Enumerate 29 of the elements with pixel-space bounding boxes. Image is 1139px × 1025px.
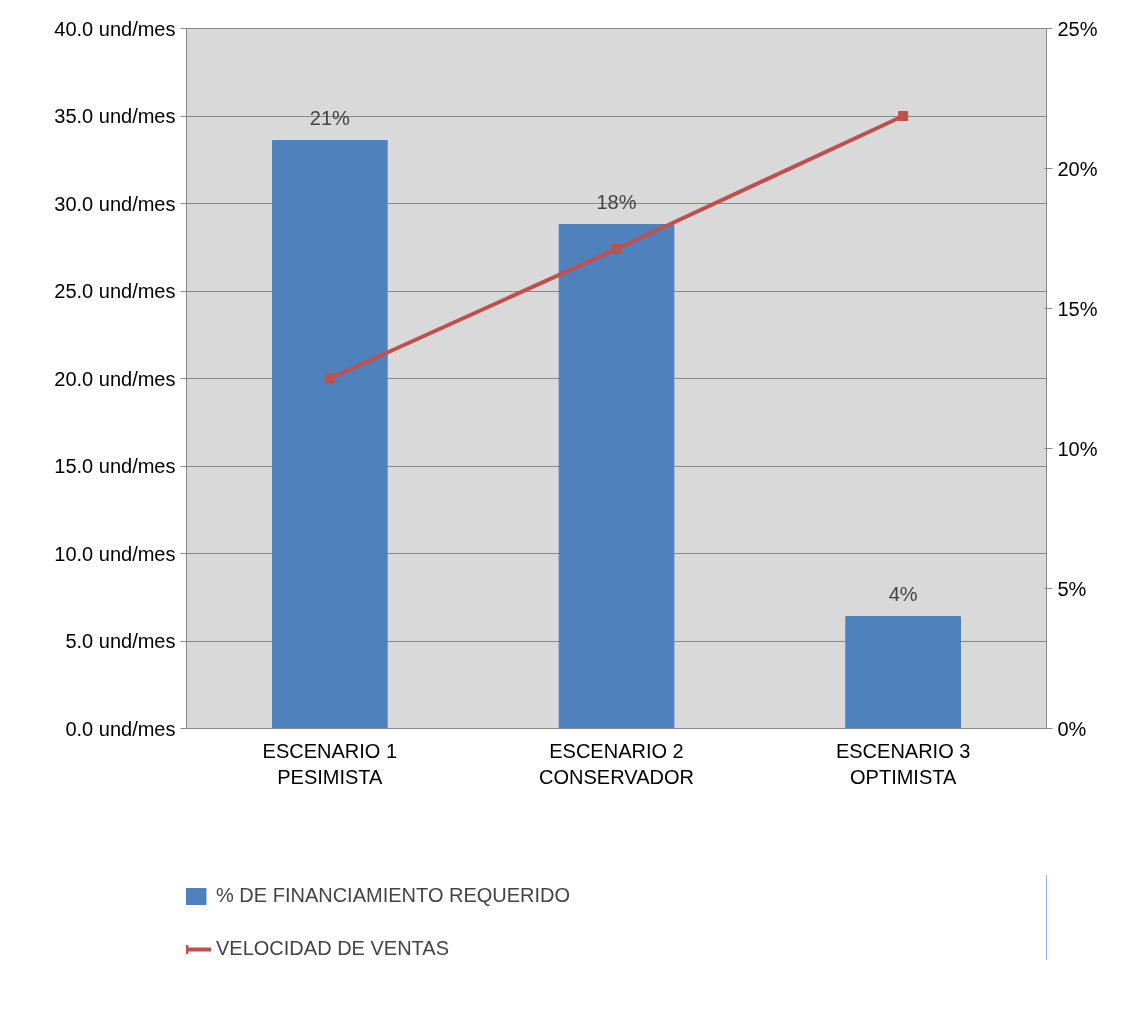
y2-tick-label: 20% <box>1057 157 1098 180</box>
y-tick-label: 40.0 und/mes <box>54 17 176 40</box>
y2-tick-label: 0% <box>1057 717 1087 740</box>
y-tick-label: 10.0 und/mes <box>54 542 176 565</box>
x-tick-label: ESCENARIO 3 OPTIMISTA <box>835 739 971 788</box>
data-label: 18% <box>596 190 637 213</box>
point <box>898 111 909 121</box>
bar <box>845 616 961 729</box>
y-tick-label: 35.0 und/mes <box>54 105 176 127</box>
y-tick-label: 25.0 und/mes <box>54 280 176 302</box>
y-tick-label: 15.0 und/mes <box>54 455 176 477</box>
data-label: 4% <box>888 582 918 605</box>
legend-label: VELOCIDAD DE VENTAS <box>216 937 450 960</box>
y2-tick-label: 25% <box>1057 17 1098 40</box>
point <box>324 373 335 384</box>
bar <box>558 224 675 729</box>
x-tick-label: ESCENARIO 1 PESIMISTA <box>262 739 398 788</box>
y-tick-label: 20.0 und/mes <box>54 367 176 390</box>
y2-tick-label: 5% <box>1057 577 1087 600</box>
y2-tick-label: 15% <box>1057 297 1098 320</box>
y-tick-label: 30.0 und/mes <box>54 192 176 215</box>
y2-tick-label: 10% <box>1057 437 1098 460</box>
data-label: 21% <box>309 106 351 129</box>
x-tick-label: ESCENARIO 2 CONSERVADOR <box>539 739 694 788</box>
bar <box>272 140 388 729</box>
legend-label: % DE FINANCIAMIENTO REQUERIDO <box>216 884 571 907</box>
y-tick-label: 0.0 und/mes <box>65 717 176 740</box>
point <box>611 244 622 254</box>
y-tick-label: 5.0 und/mes <box>65 630 176 652</box>
